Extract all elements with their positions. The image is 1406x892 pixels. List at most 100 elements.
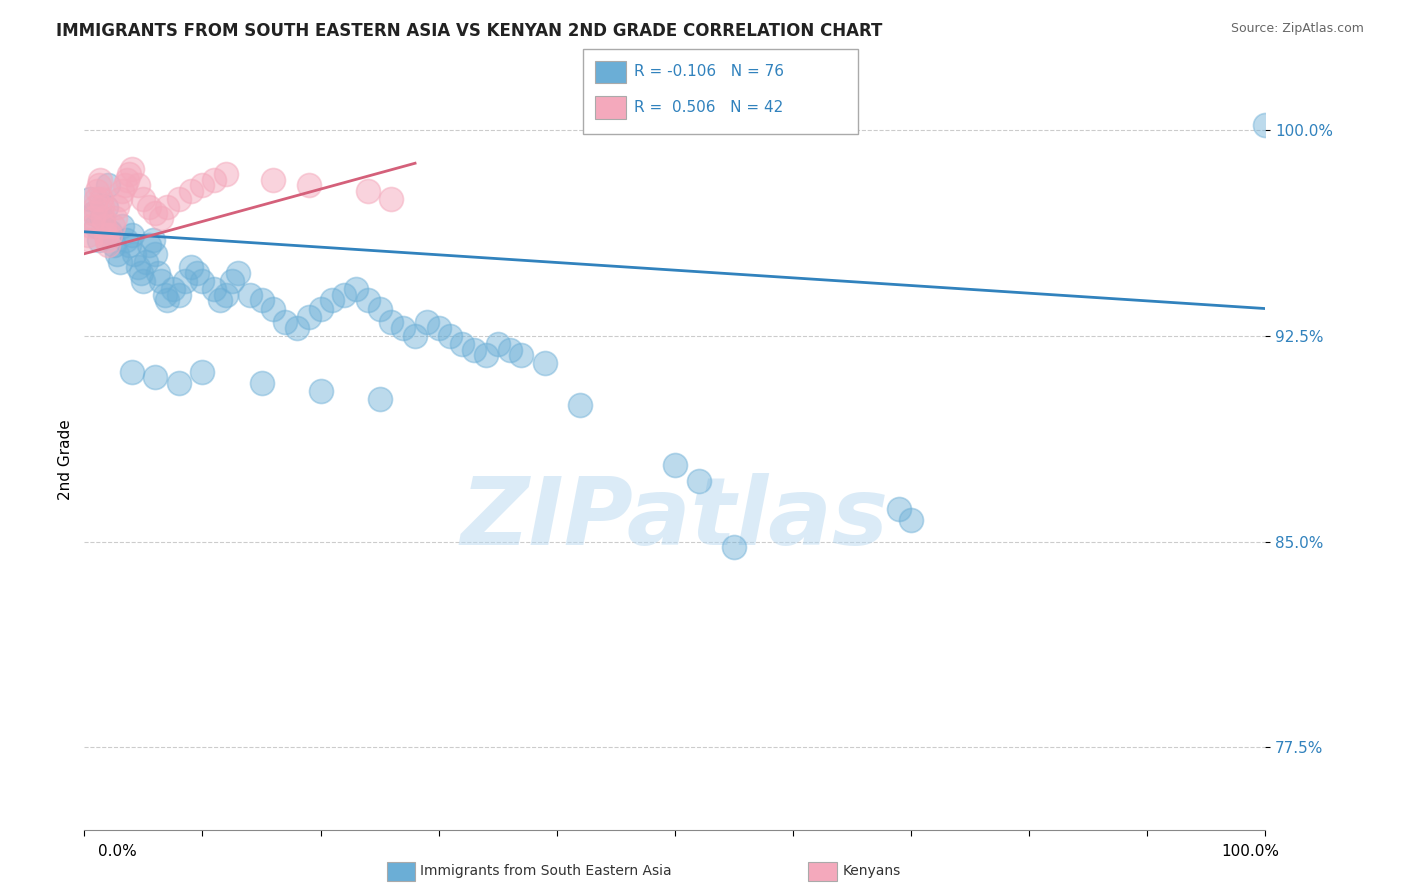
Point [321, 293, 343, 308]
Text: Immigrants from South Eastern Asia: Immigrants from South Eastern Asia [420, 864, 672, 879]
Point [104, 211, 127, 225]
Point [103, 238, 125, 252]
Point [475, 348, 498, 362]
Point [404, 329, 426, 343]
Point [215, 167, 238, 181]
Text: Source: ZipAtlas.com: Source: ZipAtlas.com [1230, 22, 1364, 36]
Point [285, 320, 308, 334]
Point [380, 192, 402, 206]
Point [427, 320, 450, 334]
Point [121, 227, 143, 242]
Point [87, 178, 110, 193]
Point [101, 219, 124, 234]
Point [191, 365, 214, 379]
Point [723, 540, 745, 554]
Point [215, 288, 238, 302]
Point [392, 320, 415, 334]
Point [368, 301, 391, 316]
Text: IMMIGRANTS FROM SOUTH EASTERN ASIA VS KENYAN 2ND GRADE CORRELATION CHART: IMMIGRANTS FROM SOUTH EASTERN ASIA VS KE… [56, 22, 883, 40]
Point [83, 205, 105, 219]
Point [167, 192, 190, 206]
Point [142, 233, 165, 247]
Point [97, 238, 120, 252]
Point [309, 384, 332, 398]
Point [111, 184, 134, 198]
Point [127, 178, 149, 193]
Point [146, 266, 169, 280]
Point [79, 233, 101, 247]
Point [118, 238, 141, 252]
Point [87, 233, 110, 247]
Point [143, 246, 166, 260]
Point [173, 274, 195, 288]
Point [97, 178, 120, 193]
Point [221, 274, 243, 288]
Point [416, 315, 439, 329]
Point [156, 200, 179, 214]
Point [569, 398, 592, 412]
Point [111, 219, 134, 234]
Point [298, 178, 321, 193]
Point [202, 282, 225, 296]
Point [98, 225, 121, 239]
Point [534, 356, 557, 370]
Point [262, 172, 284, 186]
Point [135, 255, 157, 269]
Point [153, 288, 176, 302]
Point [96, 233, 118, 247]
Point [86, 184, 108, 198]
Text: ZIPatlas: ZIPatlas [461, 473, 889, 565]
Point [127, 260, 149, 275]
Point [77, 227, 100, 242]
Point [167, 288, 190, 302]
Point [150, 211, 173, 225]
Point [107, 200, 129, 214]
Text: 0.0%: 0.0% [98, 845, 138, 859]
Point [191, 178, 214, 193]
Point [132, 192, 155, 206]
Point [226, 266, 249, 280]
Point [333, 288, 356, 302]
Point [89, 172, 111, 186]
Point [664, 458, 686, 472]
Point [889, 501, 911, 516]
Point [94, 200, 117, 214]
Point [91, 211, 114, 225]
Point [90, 192, 112, 206]
Text: R =  0.506   N = 42: R = 0.506 N = 42 [634, 100, 783, 114]
Point [486, 337, 509, 351]
Point [451, 337, 474, 351]
Point [380, 315, 402, 329]
Point [122, 246, 145, 260]
Point [309, 301, 332, 316]
Point [79, 192, 101, 206]
Point [121, 365, 143, 379]
Point [368, 392, 391, 406]
Point [180, 184, 202, 198]
Point [143, 370, 166, 384]
Point [498, 343, 520, 357]
Point [202, 172, 225, 186]
Point [298, 310, 321, 324]
Point [262, 301, 284, 316]
Point [191, 274, 214, 288]
Point [129, 266, 152, 280]
Text: R = -0.106   N = 76: R = -0.106 N = 76 [634, 64, 785, 78]
Point [118, 167, 141, 181]
Point [143, 205, 166, 219]
Text: Kenyans: Kenyans [842, 864, 900, 879]
Point [84, 192, 107, 206]
Point [98, 227, 121, 242]
Point [91, 211, 114, 225]
Point [80, 219, 103, 234]
Point [186, 266, 208, 280]
Point [209, 293, 232, 308]
Point [138, 200, 160, 214]
Point [83, 205, 105, 219]
Point [1254, 118, 1277, 132]
Point [344, 282, 367, 296]
Point [510, 348, 533, 362]
Point [93, 219, 115, 234]
Point [108, 255, 131, 269]
Point [82, 211, 104, 225]
